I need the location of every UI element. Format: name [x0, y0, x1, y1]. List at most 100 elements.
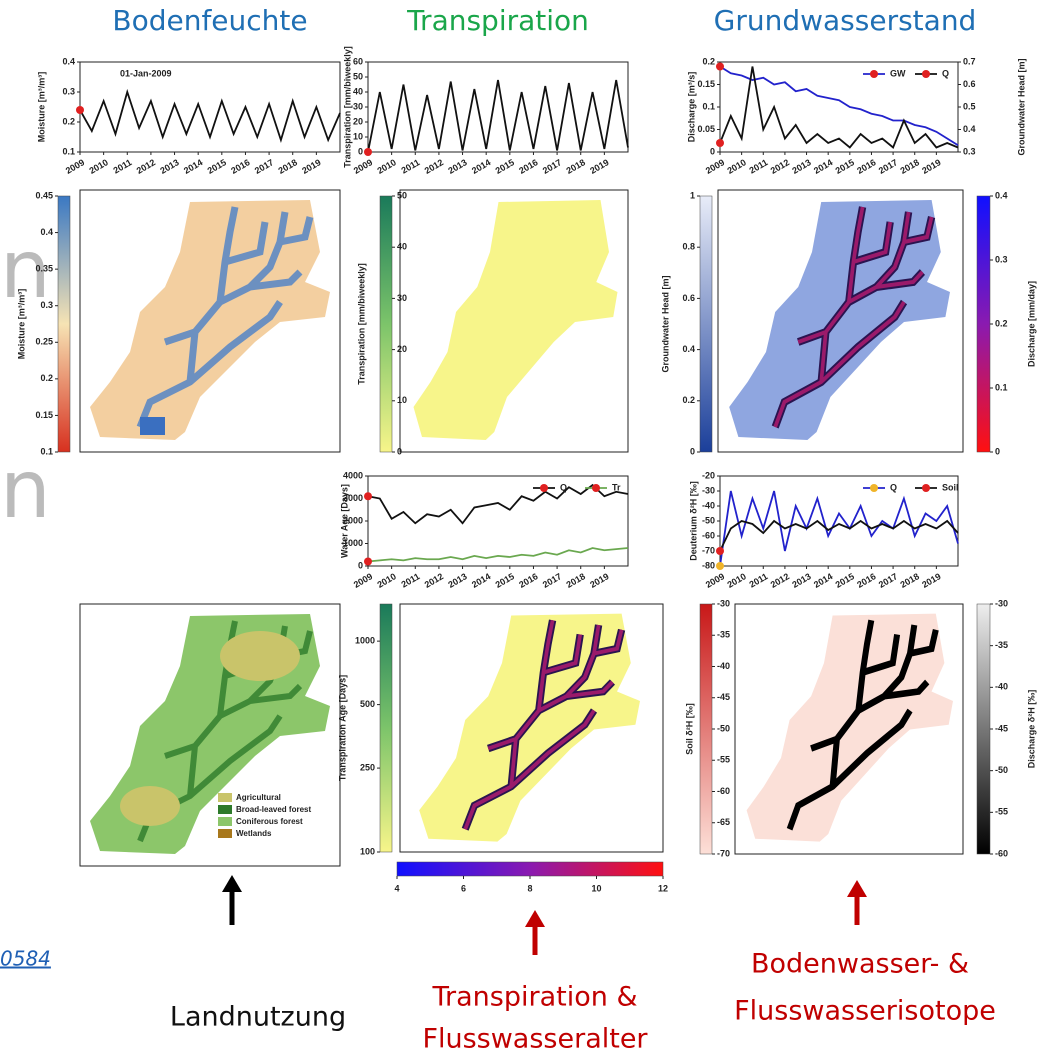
y2-tick-label: 0.6 — [963, 79, 976, 89]
x-tick-label: 2012 — [423, 571, 445, 590]
colorbar-tick-label: -50 — [717, 723, 730, 733]
y2-tick-label: 0.5 — [963, 101, 976, 111]
annotation: 01-Jan-2009 — [120, 68, 172, 78]
colorbar — [58, 196, 70, 452]
header: Transpiration — [406, 4, 589, 37]
x-tick-label: 2015 — [834, 157, 856, 176]
legend-label: Q — [560, 482, 567, 492]
time-marker — [364, 492, 372, 500]
colorbar-tick-label: 500 — [360, 699, 375, 709]
y2-tick-label: 0.7 — [963, 56, 976, 66]
colorbar-label: Transpiration Age [Days] — [337, 675, 347, 781]
legend-label: Coniferous forest — [236, 817, 303, 826]
colorbar-label: Soil δ²H [‰] — [684, 703, 694, 754]
colorbar-tick-label: 0.1 — [995, 382, 1008, 392]
legend-label: Broad-leaved forest — [236, 805, 311, 814]
x-tick-label: 2009 — [704, 157, 726, 176]
x-tick-label: 2014 — [470, 157, 492, 176]
colorbar-tick-label: 0.4 — [682, 344, 695, 354]
x-tick-label: 2015 — [494, 157, 516, 176]
colorbar-tick-label: 0.8 — [682, 242, 695, 252]
colorbar-label: Moisture [m³/m³] — [16, 289, 26, 360]
legend-label: Agricultural — [236, 793, 281, 802]
y2-tick-label: 0.3 — [963, 146, 976, 156]
colorbar-label: Discharge δ²H [‰] — [1026, 690, 1036, 768]
background-letter: n — [0, 443, 51, 536]
colorbar-tick-label: 0.35 — [35, 264, 53, 274]
y-tick-label: 50 — [353, 71, 363, 81]
colorbar-tick-label: 0 — [690, 446, 695, 456]
y-tick-label: 0 — [358, 560, 363, 570]
time-marker — [364, 148, 372, 156]
x-tick-label: 2019 — [920, 157, 942, 176]
y-tick-label: 20 — [353, 116, 363, 126]
colorbar-tick-label: 0.25 — [35, 337, 53, 347]
x-tick-label: 2012 — [769, 157, 791, 176]
colorbar-tick-label: 0.45 — [35, 190, 53, 200]
colorbar-tick-label: -35 — [995, 640, 1008, 650]
colorbar-tick-label: 0.3 — [995, 254, 1008, 264]
x-tick-label: 2011 — [400, 571, 422, 589]
x-tick-label: 2011 — [400, 157, 422, 175]
colorbar — [380, 196, 392, 452]
colorbar — [380, 604, 392, 852]
colorbar-tick-label: -35 — [717, 630, 730, 640]
y-tick-label: 0.2 — [62, 116, 75, 126]
x-tick-label: 2010 — [375, 157, 397, 176]
x-tick-label: 2011 — [748, 571, 770, 589]
x-tick-label: 2018 — [277, 157, 299, 176]
x-tick-label: 2011 — [112, 157, 134, 175]
colorbar-tick-label: 0.4 — [995, 190, 1008, 200]
x-tick-label: 2019 — [588, 157, 610, 176]
legend-label: Tr — [612, 482, 621, 492]
legend-label: Q — [890, 482, 897, 492]
x-tick-label: 2012 — [769, 571, 791, 590]
x-tick-label: 2018 — [899, 571, 921, 590]
y-axis-label: Water Age [Days] — [339, 484, 349, 558]
colorbar — [700, 604, 712, 854]
y-tick-label: 10 — [353, 131, 363, 141]
colorbar-label: Discharge [mm/day] — [1026, 281, 1036, 367]
x-tick-label: 2014 — [812, 157, 834, 176]
colorbar-tick-label: 8 — [527, 883, 532, 893]
x-tick-label: 2014 — [470, 571, 492, 590]
colorbar-tick-label: -45 — [717, 692, 730, 702]
x-tick-label: 2016 — [517, 157, 539, 176]
colorbar-tick-label: 40 — [397, 242, 407, 252]
colorbar-tick-label: -30 — [717, 598, 730, 608]
time-marker — [716, 562, 724, 570]
x-tick-label: 2017 — [541, 571, 563, 590]
legend-swatch — [218, 805, 232, 814]
x-tick-label: 2013 — [790, 571, 812, 590]
colorbar-tick-label: 250 — [360, 762, 375, 772]
x-tick-label: 2009 — [352, 157, 374, 176]
x-tick-label: 2013 — [158, 157, 180, 176]
x-tick-label: 2012 — [135, 157, 157, 176]
colorbar-tick-label: 6 — [461, 883, 466, 893]
legend-marker — [922, 70, 930, 78]
y-axis-label: Moisture [m³/m³] — [36, 72, 46, 143]
time-marker — [716, 139, 724, 147]
y-tick-label: 30 — [353, 101, 363, 111]
colorbar-tick-label: 0.4 — [40, 227, 53, 237]
colorbar-tick-label: 0.3 — [40, 300, 53, 310]
x-tick-label: 2018 — [565, 571, 587, 590]
time-marker — [76, 106, 84, 114]
x-tick-label: 2010 — [87, 157, 109, 176]
colorbar-label: Transpiration [mm/biweekly] — [356, 263, 366, 385]
colorbar-tick-label: -70 — [717, 848, 730, 858]
colorbar-tick-label: -45 — [995, 723, 1008, 733]
x-tick-label: 2010 — [725, 157, 747, 176]
colorbar-tick-label: -50 — [995, 765, 1008, 775]
y-tick-label: 0.1 — [62, 146, 75, 156]
x-tick-label: 2017 — [253, 157, 275, 176]
x-tick-label: 2014 — [812, 571, 834, 590]
y-tick-label: -50 — [702, 515, 715, 525]
y-tick-label: 60 — [353, 56, 363, 66]
x-tick-label: 2019 — [588, 571, 610, 590]
colorbar-tick-label: 0.2 — [995, 318, 1008, 328]
link[interactable]: 0584 — [0, 947, 51, 971]
x-tick-label: 2019 — [920, 571, 942, 590]
x-tick-label: 2018 — [565, 157, 587, 176]
y-tick-label: 0 — [358, 146, 363, 156]
